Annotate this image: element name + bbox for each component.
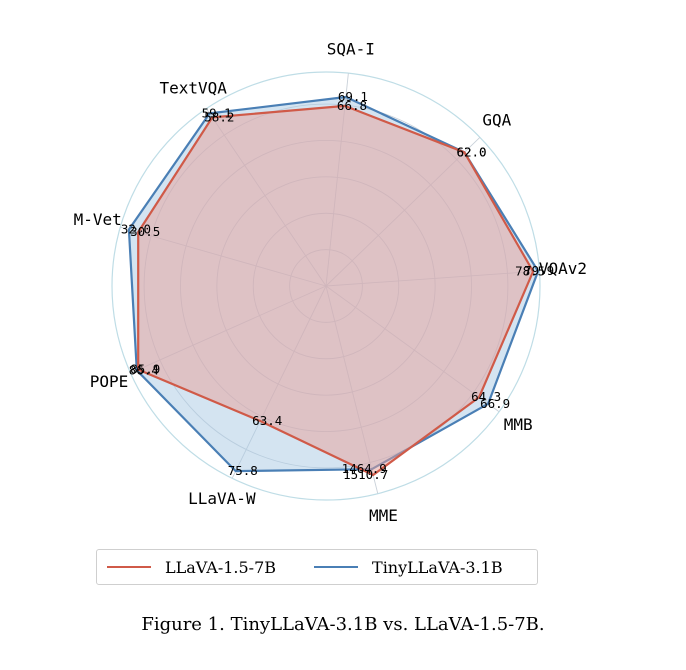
value-label-mmb-tinyllava: 66.9 [480,396,510,411]
value-label-textvqa-tinyllava: 59.1 [202,105,232,120]
value-label-gqa-llava: 62.0 [456,144,486,159]
legend-item-tinyllava: TinyLLaVA-3.1B [314,558,503,577]
radar-chart: 78.5 62.0 66.8 58.2 30.5 85.9 63.4 1510.7 64.3 79… [74,39,587,525]
series-area-llava-1-5-7b [137,104,535,477]
value-label-sqa-i-llava: 66.8 [337,98,367,113]
value-label-pope-tinyllava: 86.4 [129,362,159,377]
value-label-llava-w-tinyllava: 75.8 [228,463,258,478]
value-label-mme-tinyllava: 1464.9 [342,461,387,476]
axis-label-pope: POPE [90,372,129,391]
axis-label-gqa: GQA [482,110,511,129]
value-label-mmb-llava: 64.3 [471,389,501,404]
legend-item-llava: LLaVA-1.5-7B [107,558,276,577]
legend: LLaVA-1.5-7B TinyLLaVA-3.1B [96,549,538,585]
grid-ring-6 [111,71,541,501]
value-label-gqa-tinyllava: 62.0 [456,144,486,159]
axis-label-sqa-i: SQA-I [327,39,375,58]
value-label-vqav2-tinyllava: 79.9 [524,263,554,278]
value-label-m-vet-tinyllava: 32.0 [121,221,151,236]
figure-caption: Figure 1. TinyLLaVA-3.1B vs. LLaVA-1.5-7… [141,614,545,635]
value-label-textvqa-llava: 58.2 [204,109,234,124]
axis-label-textvqa: TextVQA [159,79,227,98]
axis-label-mme: MME [369,506,398,525]
legend-swatch-llava [107,566,151,568]
axis-label-llava-w: LLaVA-W [188,489,256,508]
axis-label-mmb: MMB [504,415,533,434]
legend-label-tinyllava: TinyLLaVA-3.1B [372,557,503,577]
value-label-vqav2-llava: 78.5 [515,264,545,279]
value-label-sqa-i-tinyllava: 69.1 [338,89,368,104]
value-label-pope-llava: 85.9 [130,362,160,377]
legend-label-llava: LLaVA-1.5-7B [165,557,277,577]
axis-label-m-vet: M-Vet [74,210,122,229]
legend-swatch-tinyllava [314,566,359,568]
axis-label-vqav2: VQAv2 [539,259,587,278]
value-label-m-vet-llava: 30.5 [130,224,160,239]
value-label-llava-w-llava: 63.4 [252,413,282,428]
value-label-mme-llava: 1510.7 [343,467,388,482]
